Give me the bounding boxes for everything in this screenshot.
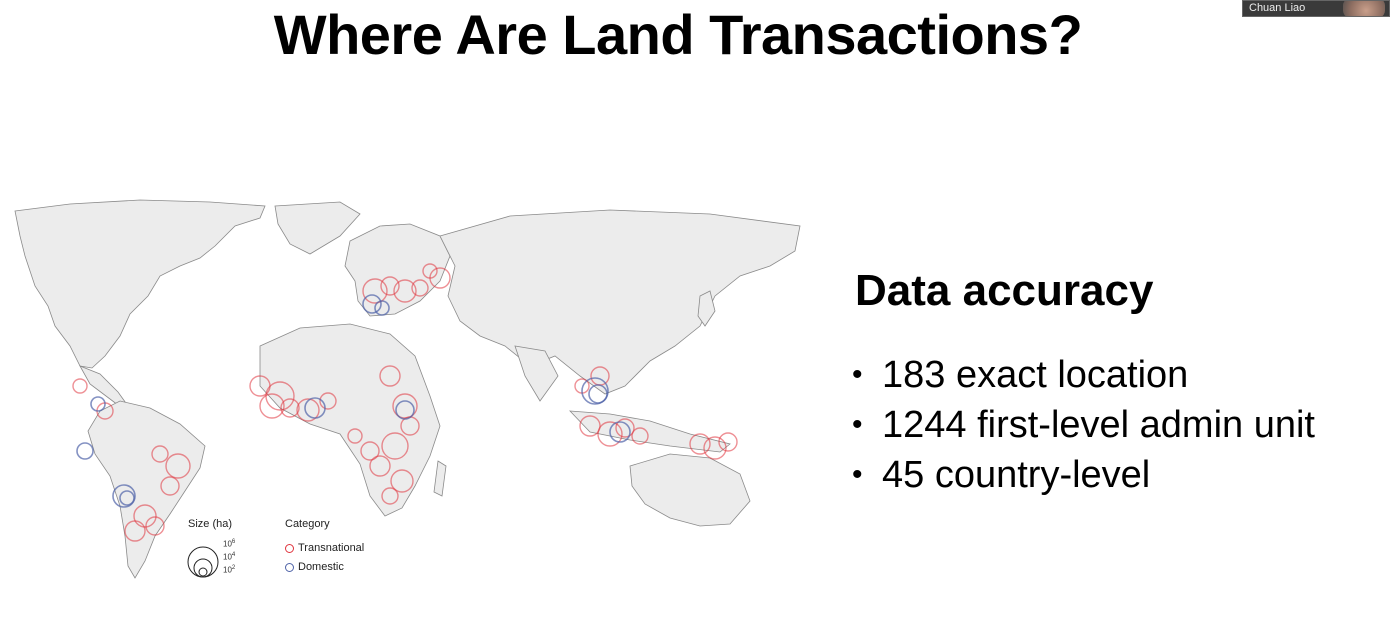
world-map-svg [14,199,801,579]
transnational-swatch [285,543,294,553]
greenland-land [274,201,361,255]
bullet-icon: • [852,458,863,491]
transnational-markers [72,263,738,542]
legend-item-transnational: Transnational [285,542,364,554]
list-item: • 1244 first-level admin unit [852,400,1315,450]
land-masses [14,199,801,579]
legend-size-tick: 104 [223,552,236,562]
india-land [514,345,559,402]
legend-size-title: Size (ha) [188,518,233,530]
legend-category-title: Category [285,518,330,530]
australia-land [629,453,751,527]
south-america-land [87,400,206,579]
world-map: Size (ha) 106 104 102 Category Transnati… [10,196,805,588]
legend-item-label: Domestic [298,561,344,573]
list-item: • 183 exact location [852,350,1315,400]
bullet-icon: • [852,408,863,441]
madagascar-land [433,460,447,497]
legend-size-tick: 106 [223,539,236,549]
legend-size-tick: 102 [223,565,236,575]
participant-name: Chuan Liao [1249,2,1306,14]
legend-item-label: Transnational [298,542,365,554]
bullet-icon: • [852,358,863,391]
size-legend-circles [187,546,219,578]
slide-title: Where Are Land Transactions? [273,3,1083,66]
domestic-markers [76,294,631,508]
asia-land [439,209,801,395]
europe-land [344,223,451,317]
north-america-land [14,199,266,369]
participant-video-tile[interactable]: Chuan Liao [1242,0,1390,17]
data-accuracy-heading: Data accuracy [855,266,1154,315]
accuracy-bullet-list: • 183 exact location • 1244 first-level ad… [852,350,1315,500]
legend-item-domestic: Domestic [285,561,344,573]
africa-land [259,323,441,517]
domestic-swatch [285,562,294,572]
japan-land [697,290,716,327]
participant-video-feed [1343,1,1385,16]
list-item: • 45 country-level [852,450,1315,500]
